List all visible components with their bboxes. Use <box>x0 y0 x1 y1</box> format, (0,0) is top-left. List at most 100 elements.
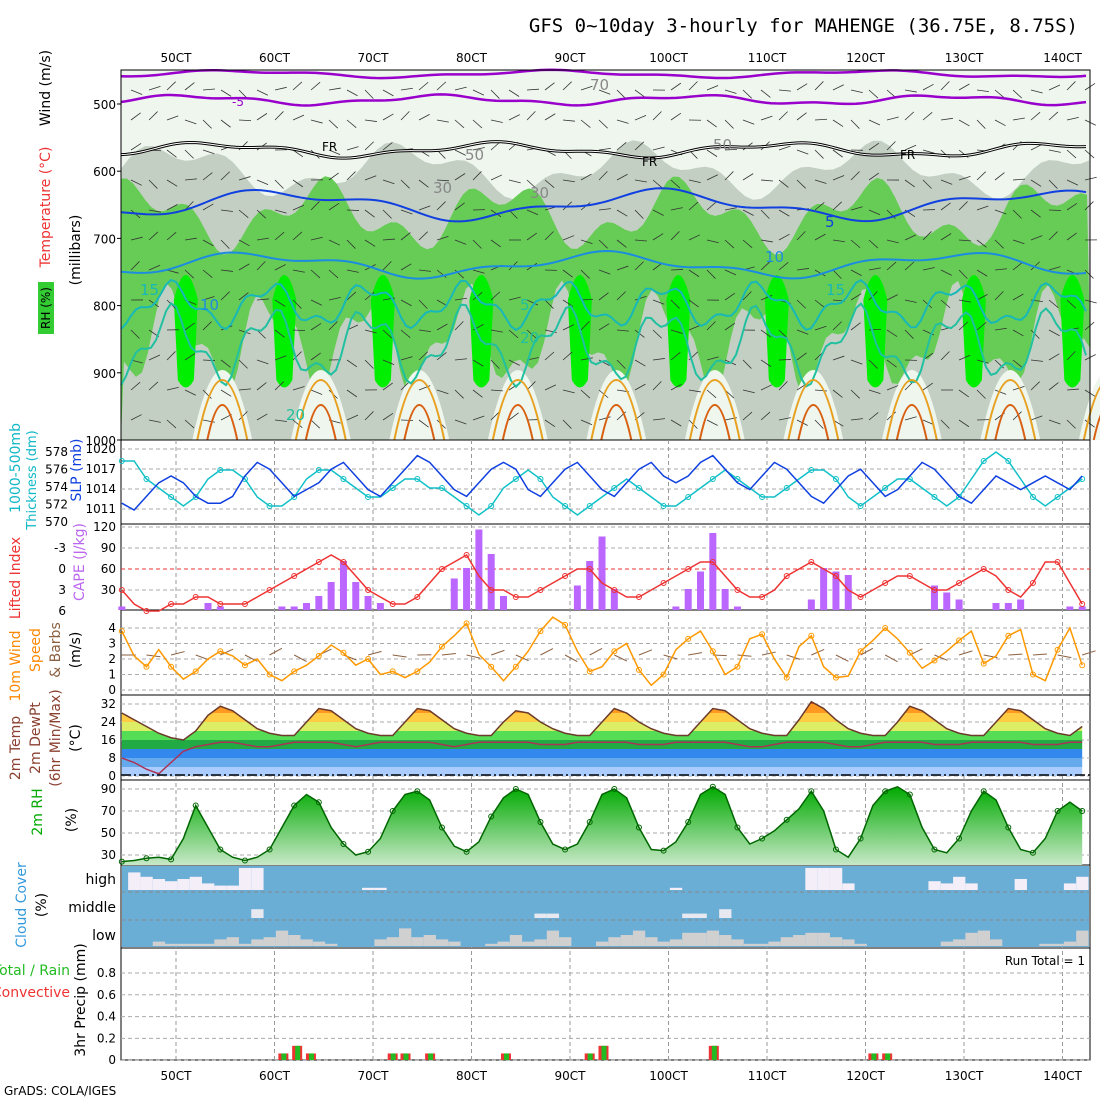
wind-barb <box>130 89 143 95</box>
wind-barb <box>382 329 393 339</box>
wind-barb <box>364 291 375 301</box>
cloud-bar-high <box>842 883 855 890</box>
cloud-bar-low <box>1039 943 1052 946</box>
rh-legend-swatch <box>38 282 54 334</box>
wind-barb <box>400 356 413 361</box>
wind-barb <box>184 353 196 361</box>
cloud-bar-low <box>165 943 178 946</box>
wind-barb <box>400 329 411 338</box>
rh-line-point <box>660 847 667 854</box>
dewpoint-line <box>121 741 1083 775</box>
wind-barb <box>418 351 428 361</box>
rh-90-fill <box>121 176 1090 440</box>
wind-speed-line-point <box>512 663 519 670</box>
rh-line <box>121 785 1083 863</box>
x-tick-label-bottom: 90CT <box>555 1069 587 1083</box>
wind-barb-10m <box>220 648 234 656</box>
wind-barb <box>634 141 645 151</box>
wind-barb <box>346 291 357 301</box>
wind-barb <box>130 414 142 421</box>
wind-barb <box>436 236 449 241</box>
wind-barb <box>472 119 483 129</box>
x-tick-label-bottom: 110CT <box>748 1069 787 1083</box>
wind-speed-line-point <box>931 657 938 664</box>
cloud-bar-low <box>238 943 252 946</box>
wind-speed-line-point <box>783 674 790 681</box>
cloud-unit-label: (%) <box>34 893 50 917</box>
cape-bar <box>586 561 594 610</box>
cloud-bar-high <box>1014 879 1027 890</box>
li-line <box>121 553 1083 612</box>
thickness-line-point <box>217 467 224 473</box>
wind-barb <box>310 419 321 429</box>
cape-bar <box>672 606 680 610</box>
wind-barb-10m <box>564 654 578 663</box>
wind-barb <box>832 239 845 243</box>
wind-barb <box>814 149 824 159</box>
wind-barb <box>976 119 986 129</box>
cape-bar <box>315 596 323 610</box>
wind-barb <box>868 359 878 369</box>
cloud-bar-high <box>238 868 252 890</box>
wind-barb <box>220 359 231 368</box>
cape-bar <box>327 582 335 610</box>
wind-barb-10m <box>934 654 948 661</box>
li-tick: 0 <box>58 562 66 576</box>
cloud-bar-low <box>768 941 781 946</box>
wind-barb <box>454 239 467 245</box>
wind-barb <box>1048 149 1061 153</box>
precip-tick: 0 <box>108 1053 116 1067</box>
wind-speed-line-point <box>759 631 766 638</box>
wind-barb <box>598 148 611 151</box>
wind-barb <box>850 269 862 276</box>
wind-barb <box>598 119 608 129</box>
wind-speed-line-point <box>291 668 298 675</box>
rh-tick: 50 <box>101 826 116 840</box>
cloud-bar-low <box>546 930 560 946</box>
wind-barb <box>886 385 899 391</box>
li-line-point <box>266 587 273 593</box>
wind-barb <box>814 325 827 331</box>
cloud-bar-low <box>743 943 757 946</box>
rh-unit-label: (%) <box>64 808 80 832</box>
wind-barb <box>760 179 773 182</box>
wind-barb-10m <box>1082 650 1096 656</box>
cloud-bar-low <box>829 937 843 946</box>
wind-barb <box>310 119 323 124</box>
slp-label: SLP (mb) <box>69 438 85 501</box>
cloud-bar-high <box>953 876 966 890</box>
temp-band <box>121 767 1083 776</box>
wind-barb <box>454 419 467 425</box>
wind-barb <box>256 413 268 421</box>
thickness-line-point <box>365 494 372 500</box>
cape-tick: 120 <box>93 520 116 534</box>
wind-tick: 3 <box>108 637 116 651</box>
wind-barb <box>346 239 356 249</box>
cape-label: CAPE (J/kg) <box>72 523 88 601</box>
cloud-bar-high <box>251 868 264 890</box>
cloud-bar-low <box>990 939 1003 946</box>
cloud-bar-low <box>756 943 769 946</box>
wind-barb <box>472 415 485 421</box>
x-tick-label-top: 130CT <box>945 51 984 65</box>
wind-barb <box>544 82 555 91</box>
temp-contour-10 <box>120 250 1087 280</box>
cape-bar <box>610 589 618 610</box>
wind-barb <box>976 269 988 277</box>
wind-barb <box>418 329 431 333</box>
cloud-bar-low <box>448 941 461 946</box>
cloud-bar-low <box>694 932 707 946</box>
wind-barb <box>598 171 608 181</box>
wind-barb <box>274 264 286 271</box>
cloud-bar-low <box>423 935 436 946</box>
wind-barb <box>994 172 1005 181</box>
wind-barb <box>202 119 212 129</box>
wind-barb <box>652 179 663 189</box>
wind-barb <box>328 203 340 211</box>
cape-bar <box>364 596 372 610</box>
cape-tick: 60 <box>101 562 116 576</box>
wind-barb <box>814 299 825 308</box>
wind-speed-line-point <box>241 662 248 669</box>
wind-barb <box>652 329 662 339</box>
wind-barb <box>868 412 879 421</box>
